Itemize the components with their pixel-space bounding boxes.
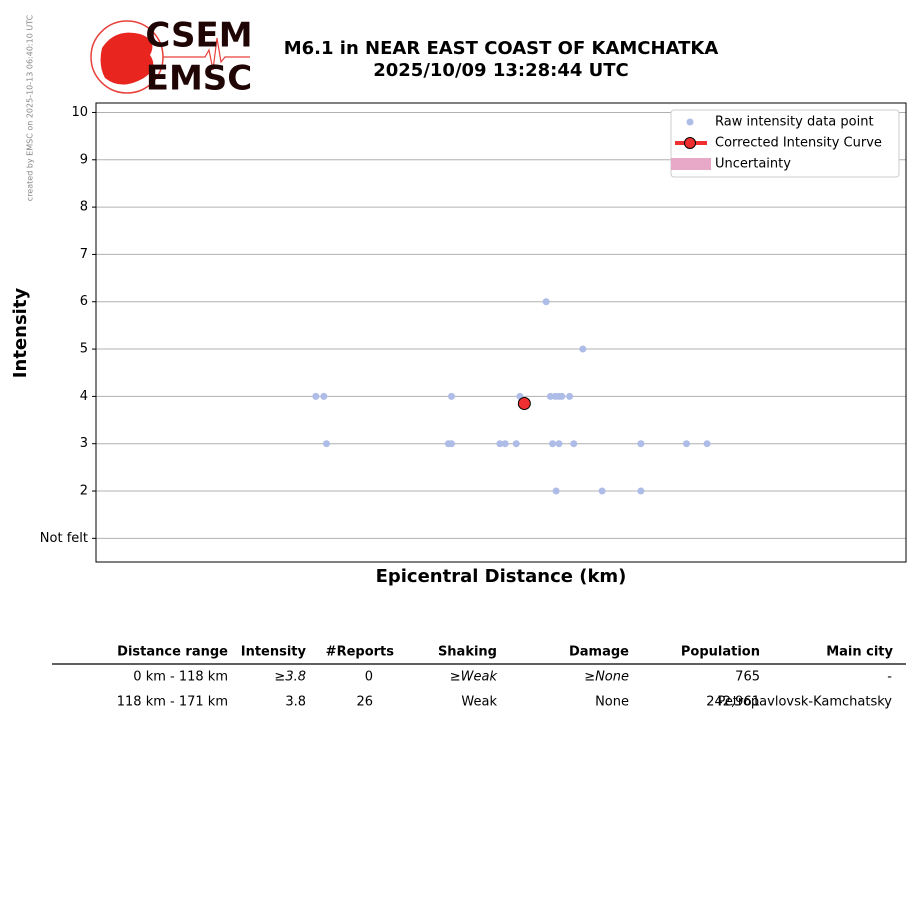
logo: CSEM EMSC bbox=[90, 16, 253, 99]
data-point bbox=[447, 440, 455, 448]
data-point bbox=[546, 392, 554, 400]
table-header: Population bbox=[681, 645, 760, 660]
table-header: Main city bbox=[826, 645, 893, 660]
data-point bbox=[512, 440, 520, 448]
data-point bbox=[542, 298, 550, 306]
data-point bbox=[579, 345, 587, 353]
table-cell: 242,961 bbox=[706, 695, 760, 710]
chart-title: M6.1 in NEAR EAST COAST OF KAMCHATKA bbox=[284, 38, 719, 59]
table-cell: None bbox=[595, 695, 629, 710]
data-point bbox=[566, 392, 574, 400]
data-point bbox=[496, 440, 504, 448]
table-cell: ≥Weak bbox=[450, 670, 498, 685]
logo-bottom: EMSC bbox=[146, 59, 253, 99]
data-point bbox=[598, 487, 606, 495]
y-tick-label: 6 bbox=[80, 294, 88, 309]
data-point bbox=[322, 440, 330, 448]
table-header: Distance range bbox=[117, 645, 228, 660]
table-header: Intensity bbox=[241, 645, 307, 660]
table-cell: Weak bbox=[461, 695, 497, 710]
legend-marker bbox=[686, 118, 694, 126]
y-tick-label: 7 bbox=[80, 247, 88, 262]
legend-label: Uncertainty bbox=[715, 157, 791, 172]
table-cell: ≥None bbox=[584, 670, 629, 685]
legend-box bbox=[670, 109, 900, 178]
table-cell: - bbox=[887, 670, 892, 685]
data-point bbox=[637, 440, 645, 448]
legend-label: Raw intensity data point bbox=[715, 115, 874, 130]
table-header: #Reports bbox=[326, 645, 395, 660]
data-point bbox=[683, 440, 691, 448]
table-cell: ≥3.8 bbox=[274, 670, 306, 685]
corrected-point bbox=[517, 396, 531, 410]
y-tick-label: 2 bbox=[80, 484, 88, 499]
legend-marker bbox=[684, 137, 696, 149]
y-tick-label: 5 bbox=[80, 342, 88, 357]
data-point bbox=[555, 440, 563, 448]
table-cell: 118 km - 171 km bbox=[117, 695, 228, 710]
data-point bbox=[570, 440, 578, 448]
legend-marker bbox=[671, 158, 711, 170]
y-tick-label: 9 bbox=[80, 152, 88, 167]
y-tick-label: 4 bbox=[80, 389, 88, 404]
data-point bbox=[703, 440, 711, 448]
y-axis-label: Intensity bbox=[10, 288, 31, 379]
y-tick-label: 10 bbox=[71, 105, 88, 120]
logo-top: CSEM bbox=[145, 16, 252, 56]
logo-pulse bbox=[163, 37, 250, 71]
data-point bbox=[637, 487, 645, 495]
table-cell: Petropavlovsk-Kamchatsky bbox=[717, 695, 892, 710]
table-cell: 26 bbox=[356, 695, 373, 710]
plot-frame bbox=[95, 102, 907, 563]
table-header: Damage bbox=[569, 645, 629, 660]
data-point bbox=[501, 440, 509, 448]
legend-label: Corrected Intensity Curve bbox=[715, 136, 882, 151]
data-point bbox=[549, 440, 557, 448]
x-axis-label: Epicentral Distance (km) bbox=[376, 566, 627, 587]
data-point bbox=[447, 392, 455, 400]
data-point bbox=[552, 487, 560, 495]
table-cell: 765 bbox=[735, 670, 760, 685]
table-header: Shaking bbox=[438, 645, 497, 660]
logo-map bbox=[100, 32, 154, 85]
table-cell: 0 bbox=[365, 670, 373, 685]
table-cell: 0 km - 118 km bbox=[133, 670, 228, 685]
y-tick-label: Not felt bbox=[40, 531, 88, 546]
data-point bbox=[320, 392, 328, 400]
credit: created by EMSC on 2025-10-13 06:40:10 U… bbox=[26, 14, 35, 201]
y-tick-label: 8 bbox=[80, 200, 88, 215]
data-point bbox=[312, 392, 320, 400]
y-tick-label: 3 bbox=[80, 436, 88, 451]
table-cell: 3.8 bbox=[285, 695, 306, 710]
chart-subtitle: 2025/10/09 13:28:44 UTC bbox=[373, 60, 629, 81]
data-point bbox=[558, 392, 566, 400]
